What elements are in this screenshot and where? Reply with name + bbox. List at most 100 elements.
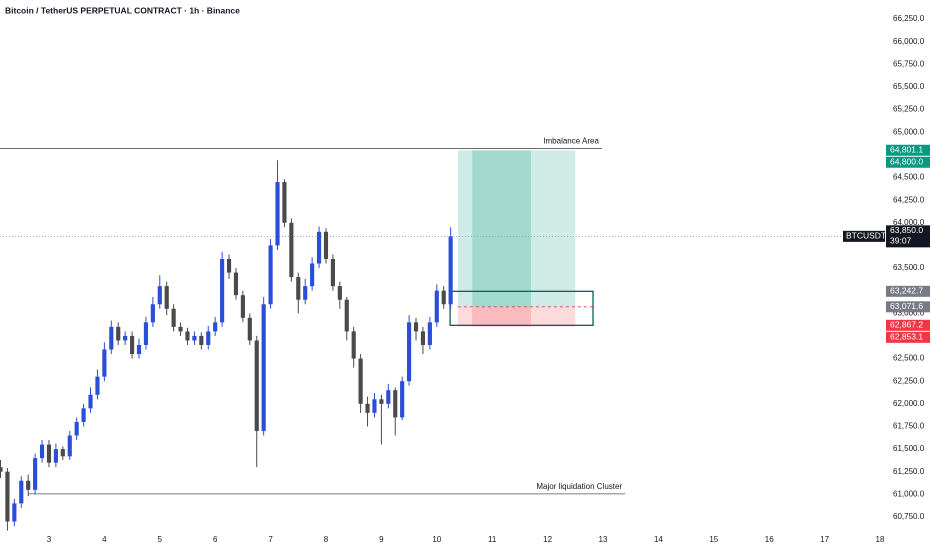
- candle-body: [247, 317, 252, 341]
- x-tick-label: 12: [543, 535, 552, 544]
- x-tick-label: 8: [324, 535, 329, 544]
- x-tick-label: 18: [876, 535, 885, 544]
- candle-body: [192, 335, 197, 341]
- candle-body: [67, 435, 72, 457]
- candle-body: [102, 349, 107, 377]
- candle-body: [310, 263, 315, 287]
- candle-body: [26, 480, 31, 490]
- candle-body: [81, 408, 86, 422]
- y-tick-label: 61,750.0: [893, 422, 925, 431]
- candle-body: [88, 394, 93, 409]
- candle-body: [427, 322, 432, 345]
- x-tick-label: 9: [379, 535, 384, 544]
- x-tick-label: 15: [709, 535, 718, 544]
- price-label: 63,242.7: [890, 286, 923, 296]
- zone-box: [449, 290, 594, 326]
- candle-body: [358, 358, 363, 404]
- candle-body: [5, 471, 10, 522]
- candle-body: [46, 444, 52, 463]
- candle-body: [407, 322, 412, 382]
- candle-body: [268, 245, 273, 305]
- candle-body: [386, 390, 391, 404]
- candle-body: [213, 322, 218, 332]
- y-tick-label: 66,000.0: [893, 37, 925, 46]
- price-label: 64,800.0: [890, 157, 923, 167]
- candle-body: [330, 258, 335, 287]
- x-tick-label: 3: [47, 535, 52, 544]
- candle-body: [143, 322, 149, 345]
- candle-body: [171, 308, 176, 327]
- candle-body: [282, 182, 287, 223]
- x-tick-label: 4: [102, 535, 107, 544]
- x-tick-label: 14: [654, 535, 663, 544]
- y-tick-label: 66,250.0: [893, 14, 925, 23]
- price-label: 64,801.1: [890, 145, 923, 155]
- candle-body: [60, 449, 65, 457]
- target-area: [457, 150, 576, 307]
- candle-body: [379, 399, 384, 404]
- y-tick-label: 65,750.0: [893, 59, 925, 68]
- price-label-bg: [886, 301, 930, 313]
- price-label-bg: [886, 285, 930, 297]
- y-tick-label: 61,250.0: [893, 467, 925, 476]
- candle-body: [296, 277, 301, 300]
- price-label-bg: [886, 331, 930, 343]
- candle-body: [33, 458, 38, 490]
- candle-body: [136, 344, 142, 355]
- candle-body: [150, 304, 155, 323]
- candle-body: [19, 480, 24, 504]
- candle-body: [372, 399, 377, 413]
- chart-title: Bitcoin / TetherUS PERPETUAL CONTRACT · …: [5, 5, 240, 15]
- candle-body: [39, 444, 45, 459]
- price-label-bg: [886, 156, 930, 168]
- symbol-label: BTCUSDT.P: [846, 231, 894, 241]
- current-price-bg: [886, 225, 930, 248]
- candle-body: [178, 326, 183, 332]
- candle-body: [226, 258, 232, 273]
- price-label: 62,853.1: [890, 332, 923, 342]
- candle-body: [123, 335, 128, 341]
- candle-body: [130, 335, 135, 355]
- stop-highlight: [472, 306, 531, 327]
- candle-body: [337, 286, 342, 300]
- candle-body: [316, 231, 322, 264]
- candle-body: [157, 286, 162, 305]
- y-tick-label: 62,250.0: [893, 376, 925, 385]
- candle-body: [74, 421, 79, 436]
- y-tick-label: 61,000.0: [893, 489, 925, 498]
- line-label: Major liquidation Cluster: [536, 482, 622, 491]
- candle-body: [206, 331, 211, 345]
- y-tick-label: 64,500.0: [893, 173, 925, 182]
- candle-body: [344, 299, 349, 332]
- candle-body: [351, 331, 356, 359]
- candle-body: [420, 331, 426, 345]
- y-tick-label: 64,250.0: [893, 195, 925, 204]
- candle-body: [303, 286, 308, 300]
- candle-body: [240, 295, 245, 318]
- candle-body: [434, 290, 439, 323]
- candle-body: [448, 236, 453, 305]
- candle-body: [53, 449, 58, 463]
- y-tick-label: 64,000.0: [893, 218, 925, 227]
- y-tick-label: 65,000.0: [893, 127, 925, 136]
- candle-body: [185, 331, 190, 341]
- candle-body: [0, 467, 3, 472]
- candle-body: [323, 231, 329, 259]
- current-price-label: 63,850.0: [890, 225, 923, 235]
- candle-body: [164, 286, 169, 309]
- x-tick-label: 6: [213, 535, 218, 544]
- x-tick-label: 11: [488, 535, 497, 544]
- x-tick-label: 5: [158, 535, 163, 544]
- candle-body: [12, 503, 17, 522]
- candle-body: [199, 335, 204, 345]
- price-label-bg: [886, 144, 930, 156]
- x-tick-label: 17: [820, 535, 829, 544]
- y-tick-label: 63,500.0: [893, 263, 925, 272]
- candle-body: [393, 390, 398, 418]
- candle-body: [95, 376, 100, 395]
- candle-body: [441, 290, 446, 305]
- x-tick-label: 13: [599, 535, 608, 544]
- symbol-label-bg: [843, 230, 885, 242]
- x-tick-label: 16: [765, 535, 774, 544]
